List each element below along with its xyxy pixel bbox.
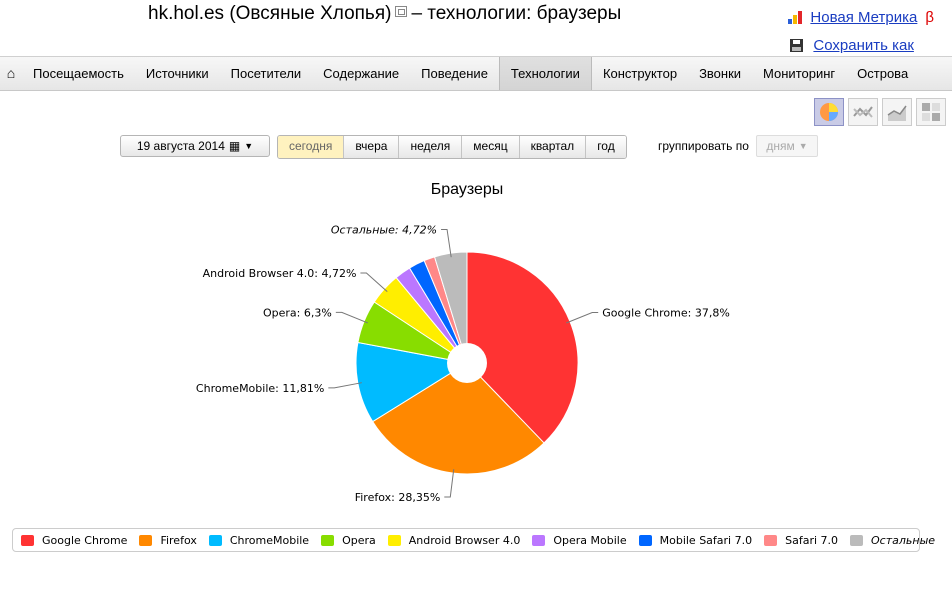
label-connector-android-browser-4-0 xyxy=(360,272,388,293)
menu-item-technologies[interactable]: Технологии xyxy=(498,57,592,90)
chevron-down-icon: ▼ xyxy=(244,141,254,151)
group-by-label: группировать по xyxy=(658,139,749,153)
legend-item-firefox[interactable]: Firefox xyxy=(139,533,197,547)
legend-item-opera-mobile[interactable]: Opera Mobile xyxy=(532,533,627,547)
view-switcher xyxy=(814,98,946,126)
legend-swatch xyxy=(21,534,34,546)
main-menu: ⌂ Посещаемость Источники Посетители Соде… xyxy=(0,56,952,91)
label-connector-google-chrome xyxy=(566,312,599,324)
legend-label: Safari 7.0 xyxy=(785,533,839,547)
date-picker-button[interactable]: 19 августа 2014 ▦ ▼ xyxy=(120,135,270,157)
browsers-pie-chart: Браузеры Google Chrome: 37,8% Firefox: 28… xyxy=(196,181,730,504)
period-selector: сегодня вчера неделя месяц квартал год xyxy=(277,135,627,159)
legend-label: Android Browser 4.0 xyxy=(408,533,521,547)
calendar-icon: ▦ xyxy=(228,139,241,153)
chevron-down-icon: ▼ xyxy=(798,141,808,151)
legend-label: Остальные xyxy=(871,533,936,547)
label-connector-firefox xyxy=(444,469,455,498)
legend-label: Opera xyxy=(342,533,376,547)
legend-item-android-browser-4-0[interactable]: Android Browser 4.0 xyxy=(387,533,521,547)
menu-item-islands[interactable]: Острова xyxy=(857,66,909,81)
legend-label: Mobile Safari 7.0 xyxy=(659,533,753,547)
period-today[interactable]: сегодня xyxy=(278,136,344,158)
pie-label-остальные: Остальные: 4,72% xyxy=(331,223,437,236)
beta-badge: β xyxy=(925,8,934,26)
legend-swatch xyxy=(638,534,652,546)
save-icon xyxy=(790,38,804,52)
label-connector-остальные xyxy=(441,228,452,258)
pie-label-chromemobile: ChromeMobile: 11,81% xyxy=(196,382,324,395)
legend-label: Google Chrome xyxy=(42,533,128,547)
page-title: hk.hol.es (Овсяные Хлопья) – технологии: … xyxy=(148,3,621,25)
legend-swatch xyxy=(139,534,153,546)
home-icon[interactable]: ⌂ xyxy=(6,65,16,81)
pie-label-google-chrome: Google Chrome: 37,8% xyxy=(602,307,730,320)
period-year[interactable]: год xyxy=(585,136,626,158)
menu-item-content[interactable]: Содержание xyxy=(323,66,400,81)
line-chart-icon[interactable] xyxy=(848,98,878,126)
group-by-select[interactable]: дням ▼ xyxy=(756,135,818,157)
menu-item-constructor[interactable]: Конструктор xyxy=(602,66,678,81)
period-month[interactable]: месяц xyxy=(461,136,519,158)
chart-title: Браузеры xyxy=(431,181,504,198)
legend-item-chromemobile[interactable]: ChromeMobile xyxy=(208,533,310,547)
menu-item-traffic[interactable]: Посещаемость xyxy=(33,66,124,81)
legend-label: Firefox xyxy=(160,533,197,547)
menu-item-sources[interactable]: Источники xyxy=(145,66,209,81)
pie-label-firefox: Firefox: 28,35% xyxy=(355,491,441,504)
legend-item-google-chrome[interactable]: Google Chrome xyxy=(21,534,127,547)
metrika-icon xyxy=(788,10,803,24)
legend-item-остальные[interactable]: Остальные xyxy=(850,534,935,547)
new-metrika-link[interactable]: Новая Метрика xyxy=(810,8,918,26)
pie-chart-icon[interactable] xyxy=(814,98,844,126)
site-title: hk.hol.es (Овсяные Хлопья) xyxy=(148,3,392,24)
chart-legend: Google Chrome Firefox ChromeMobile Opera And… xyxy=(12,528,935,552)
pie-label-opera: Opera: 6,3% xyxy=(263,306,332,319)
period-quarter[interactable]: квартал xyxy=(518,136,586,158)
area-chart-icon[interactable] xyxy=(882,98,912,126)
grid-icon[interactable] xyxy=(916,98,946,126)
legend-item-opera[interactable]: Opera xyxy=(321,534,376,547)
pie-label-android-browser-4-0: Android Browser 4.0: 4,72% xyxy=(203,267,357,280)
group-by-value: дням xyxy=(766,139,795,153)
legend-swatch xyxy=(532,534,546,546)
save-as-link[interactable]: Сохранить как xyxy=(813,36,914,54)
period-yesterday[interactable]: вчера xyxy=(343,136,399,158)
menu-item-visitors[interactable]: Посетители xyxy=(230,66,302,81)
legend-item-safari-7-0[interactable]: Safari 7.0 xyxy=(764,534,838,547)
pie-center-hole xyxy=(447,343,487,383)
legend-swatch xyxy=(321,534,335,546)
period-week[interactable]: неделя xyxy=(398,136,462,158)
report-title: – технологии: браузеры xyxy=(411,3,622,24)
legend-swatch xyxy=(208,534,222,546)
label-connector-chromemobile xyxy=(328,382,362,389)
external-link-icon[interactable] xyxy=(395,6,408,18)
top-links: Новая Метрика β Сохранить как xyxy=(788,3,934,59)
legend-label: ChromeMobile xyxy=(229,533,310,547)
legend-swatch xyxy=(764,534,778,546)
menu-item-behavior[interactable]: Поведение xyxy=(421,66,488,81)
label-connector-opera xyxy=(335,311,368,324)
legend-item-mobile-safari-7-0[interactable]: Mobile Safari 7.0 xyxy=(638,533,753,547)
legend-swatch xyxy=(387,534,401,546)
legend-swatch xyxy=(850,534,864,546)
date-label: 19 августа 2014 xyxy=(136,139,225,153)
menu-item-monitoring[interactable]: Мониторинг xyxy=(763,66,836,81)
menu-item-calls[interactable]: Звонки xyxy=(699,66,742,81)
legend-label: Opera Mobile xyxy=(553,533,627,547)
